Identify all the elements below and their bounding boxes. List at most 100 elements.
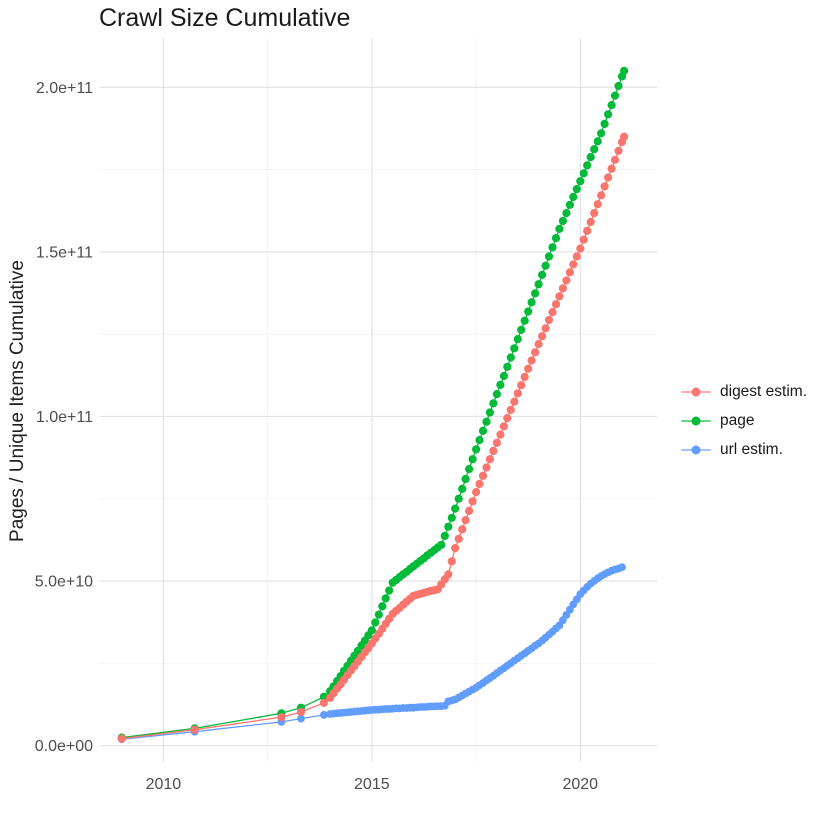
data-point-page — [614, 81, 623, 91]
data-point-digestestim — [496, 430, 505, 439]
data-point-digestestim — [520, 372, 529, 382]
legend-item-page: page — [681, 412, 807, 429]
data-point-page — [478, 426, 488, 435]
data-point-digestestim — [600, 182, 609, 191]
data-point-digestestim — [482, 463, 491, 472]
legend-key-digest-icon — [681, 383, 711, 400]
data-point-page — [482, 417, 491, 426]
data-point-page — [475, 436, 484, 445]
data-point-page — [503, 362, 512, 371]
data-point-page — [524, 307, 533, 316]
data-point-digestestim — [576, 244, 585, 253]
data-point-digestestim — [562, 276, 571, 285]
data-point-digestestim — [510, 397, 519, 406]
data-point-digestestim — [472, 488, 481, 497]
data-point-digestestim — [468, 497, 477, 506]
data-point-page — [461, 474, 470, 484]
data-point-page — [620, 66, 629, 75]
data-point-page — [531, 289, 540, 298]
data-point-digestestim — [492, 438, 501, 447]
legend-item-url-estim: url estim. — [681, 441, 807, 458]
data-point-page — [586, 153, 595, 162]
data-point-page — [600, 119, 609, 128]
data-point-urlestim — [320, 711, 328, 719]
x-tick-label: 2020 — [562, 776, 598, 793]
data-point-urlestim — [297, 714, 305, 723]
data-point-page — [437, 540, 446, 549]
data-point-digestestim — [569, 260, 578, 269]
data-point-page — [562, 209, 571, 218]
data-point-page — [517, 325, 526, 334]
data-point-page — [385, 586, 394, 595]
legend-item-label: page — [720, 411, 755, 429]
data-point-digestestim — [558, 284, 568, 293]
data-point-page — [607, 101, 616, 110]
data-point-digestestim — [524, 364, 533, 373]
data-point-digestestim — [503, 414, 512, 423]
data-point-page — [371, 618, 380, 627]
data-point-page — [527, 298, 536, 307]
data-point-digestestim — [527, 356, 536, 365]
data-point-digestestim — [489, 446, 498, 456]
data-point-digestestim — [451, 544, 460, 553]
data-point-page — [510, 344, 519, 353]
data-point-digestestim — [620, 132, 629, 141]
data-point-page — [374, 610, 383, 619]
x-tick-label: 2015 — [354, 776, 390, 793]
data-point-page — [534, 280, 543, 289]
data-point-page — [590, 145, 599, 154]
data-point-page — [454, 494, 463, 503]
data-point-page — [520, 316, 529, 325]
data-point-page — [541, 261, 550, 270]
data-point-digestestim — [475, 479, 484, 488]
legend-item-label: url estim. — [720, 440, 783, 458]
y-tick-label: 1.0e+11 — [36, 409, 93, 426]
data-point-urlestim — [618, 563, 626, 572]
data-point-page — [551, 234, 561, 243]
data-point-page — [593, 137, 602, 146]
data-point-page — [485, 408, 494, 417]
data-point-page — [472, 445, 481, 454]
data-point-digestestim — [610, 155, 620, 164]
data-point-digestestim — [319, 698, 328, 707]
data-point-digestestim — [565, 268, 575, 277]
data-point-digestestim — [513, 389, 522, 398]
data-point-page — [572, 185, 581, 194]
data-point-page — [604, 110, 613, 119]
data-point-digestestim — [548, 308, 557, 317]
data-point-digestestim — [607, 164, 616, 173]
data-point-page — [440, 531, 449, 541]
data-point-digestestim — [485, 455, 494, 464]
data-point-digestestim — [465, 506, 474, 515]
data-point-page — [444, 522, 453, 531]
data-point-page — [610, 91, 620, 100]
data-point-digestestim — [461, 516, 470, 525]
data-point-page — [576, 177, 585, 186]
data-point-page — [458, 484, 467, 493]
data-point-digestestim — [531, 348, 540, 357]
data-point-digestestim — [544, 315, 554, 325]
data-point-page — [378, 602, 387, 611]
data-point-digestestim — [604, 173, 613, 182]
data-point-digestestim — [572, 252, 581, 261]
data-point-digestestim — [586, 217, 595, 227]
data-point-page — [367, 626, 376, 635]
data-point-digestestim — [597, 191, 606, 200]
data-point-page — [468, 455, 477, 464]
chart-title: Crawl Size Cumulative — [99, 4, 351, 32]
data-point-digestestim — [499, 422, 508, 431]
data-point-digestestim — [444, 570, 453, 579]
data-point-digestestim — [579, 235, 588, 244]
y-tick-label: 5.0e+10 — [35, 574, 93, 591]
data-point-digestestim — [117, 734, 126, 743]
legend-item-label: digest estim. — [720, 382, 808, 400]
data-point-page — [506, 353, 515, 362]
data-point-page — [447, 513, 456, 522]
data-point-digestestim — [551, 300, 561, 309]
y-tick-label: 0.0e+00 — [35, 738, 93, 755]
data-point-page — [465, 465, 474, 474]
data-point-digestestim — [555, 292, 564, 301]
legend-item-digest-estim: digest estim. — [681, 383, 807, 400]
data-point-page — [451, 504, 460, 513]
